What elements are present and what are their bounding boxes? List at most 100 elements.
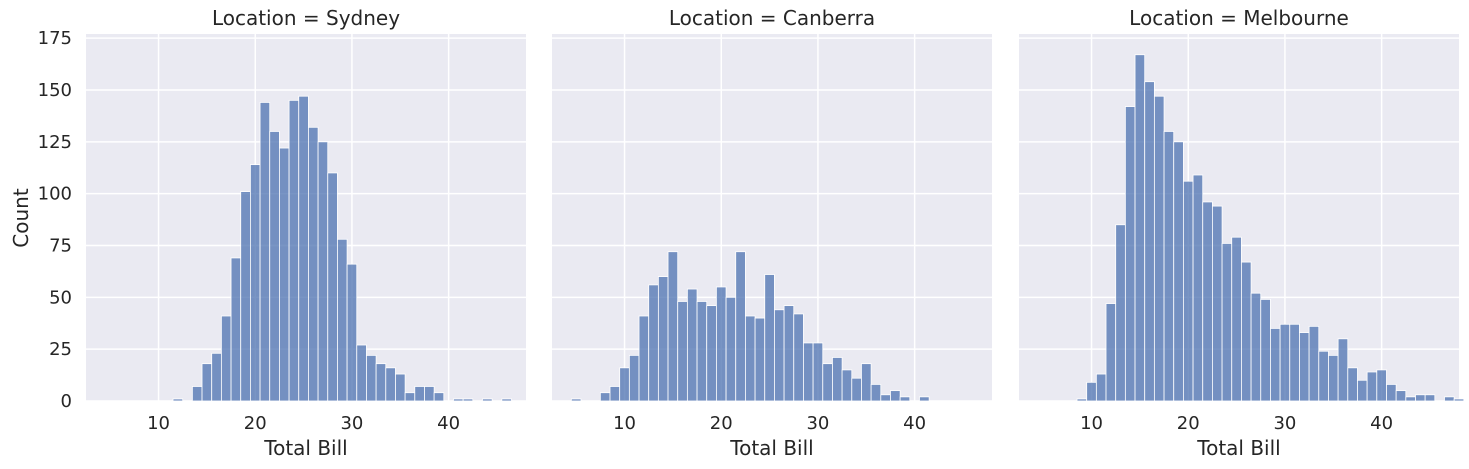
histogram-bar [1231, 236, 1242, 402]
histogram-bar [1279, 323, 1291, 402]
histogram-bar [172, 398, 184, 402]
facet-panel-2: 10 20 30 40 Location = Canberra Total Bill [552, 6, 992, 460]
histogram-bar [404, 392, 416, 402]
histogram-bar [1153, 95, 1165, 402]
histogram-bar [1105, 303, 1117, 402]
histogram-bar [1289, 323, 1300, 402]
histogram-bar [1444, 396, 1455, 402]
histogram-bar [822, 363, 833, 402]
x-tick-label: 30 [806, 413, 829, 434]
histogram-bar [1202, 201, 1213, 402]
histogram-bar [220, 315, 232, 402]
y-tick-label: 0 [61, 391, 72, 412]
histogram-bar [851, 377, 862, 402]
histogram-bar [861, 363, 872, 402]
histogram-bar [1163, 131, 1175, 402]
x-tick-label: 30 [340, 413, 363, 434]
histogram-bar [793, 313, 804, 402]
x-axis-label: Total Bill [263, 436, 347, 460]
histogram-bar [375, 363, 387, 402]
histogram-bar [230, 257, 242, 402]
x-tick-label: 20 [710, 413, 733, 434]
histogram-bar [1192, 174, 1204, 402]
histogram-bar [1299, 332, 1310, 402]
y-tick-label: 75 [49, 235, 72, 256]
histogram-bar [609, 386, 621, 402]
histogram-bar [424, 386, 435, 402]
histogram-bar [1424, 394, 1436, 402]
histogram-bar [919, 396, 930, 402]
panel-title: Location = Canberra [669, 6, 875, 30]
x-tick-label: 20 [1177, 413, 1200, 434]
y-tick-label: 150 [38, 80, 72, 101]
histogram-bar [308, 126, 319, 402]
histogram-bar [803, 342, 814, 402]
facet-panel-3: 10 20 30 40 Location = Melbourne Total Bill [1019, 6, 1465, 460]
x-tick-label: 10 [1080, 413, 1103, 434]
histogram-bar [1366, 371, 1378, 402]
histogram-bar [628, 354, 640, 402]
x-tick-label: 20 [244, 413, 267, 434]
histogram-bar [1405, 396, 1416, 402]
histogram-bar [870, 384, 882, 402]
panel-title: Location = Sydney [212, 6, 400, 30]
histogram-bar [259, 102, 271, 402]
x-axis-label: Total Bill [729, 436, 813, 460]
histogram-bar [1415, 394, 1426, 402]
histogram-bar [619, 367, 630, 402]
histogram-bar [725, 296, 737, 402]
histogram-bar [1144, 81, 1155, 402]
histogram-bar [1328, 354, 1339, 402]
histogram-bar [288, 99, 300, 402]
x-tick-label: 30 [1273, 413, 1296, 434]
histogram-bar [754, 317, 766, 402]
histogram-bar [249, 164, 261, 402]
histogram-bar [1308, 325, 1320, 402]
histogram-bar [462, 398, 474, 402]
histogram-bar [1318, 350, 1329, 402]
histogram-bar [667, 251, 679, 402]
histogram-bar [812, 342, 824, 402]
facet-panels: 10 20 30 40 0 25 50 75 100 125 150 175 Location = Sy… [38, 6, 1465, 460]
histogram-bar [638, 315, 650, 402]
x-tick-label: 10 [613, 413, 636, 434]
histogram-bar [1086, 381, 1097, 402]
y-tick-label: 125 [38, 132, 72, 153]
histogram-bar [317, 141, 329, 402]
histogram-bar [599, 392, 611, 402]
histogram-bar [880, 394, 891, 402]
histogram-bar [1182, 180, 1194, 402]
histogram-bar [735, 251, 746, 402]
histogram-bar [677, 301, 688, 402]
histogram-bar [1270, 328, 1281, 402]
histogram-bar [715, 286, 727, 402]
histogram-bar [1347, 367, 1358, 402]
histogram-bar [395, 373, 406, 402]
histogram-bar [482, 398, 493, 402]
histogram-bar [346, 263, 358, 402]
histogram-bar [1453, 398, 1465, 402]
x-tick-label: 40 [1370, 413, 1393, 434]
y-tick-label: 25 [49, 339, 72, 360]
histogram-bar [201, 363, 213, 402]
histogram-bar [1212, 205, 1223, 402]
histogram-bar [1260, 299, 1271, 402]
histogram-bar [211, 352, 222, 402]
histogram-bar [696, 301, 708, 402]
histogram-bar [841, 369, 853, 402]
histogram-bar [1241, 261, 1252, 402]
x-tick-label: 40 [903, 413, 926, 434]
histogram-bar [240, 191, 251, 402]
histogram-bar [686, 288, 698, 402]
histogram-bar [1337, 338, 1349, 402]
panel-title: Location = Melbourne [1129, 6, 1349, 30]
histogram-bar [1386, 384, 1397, 402]
histogram-bar [1250, 292, 1262, 402]
histogram-bar [1134, 54, 1146, 402]
x-tick-label: 40 [437, 413, 460, 434]
histogram-bar [414, 386, 425, 402]
histogram-bar [648, 284, 659, 402]
histogram-bar [774, 309, 785, 402]
histogram-bar [745, 315, 756, 402]
